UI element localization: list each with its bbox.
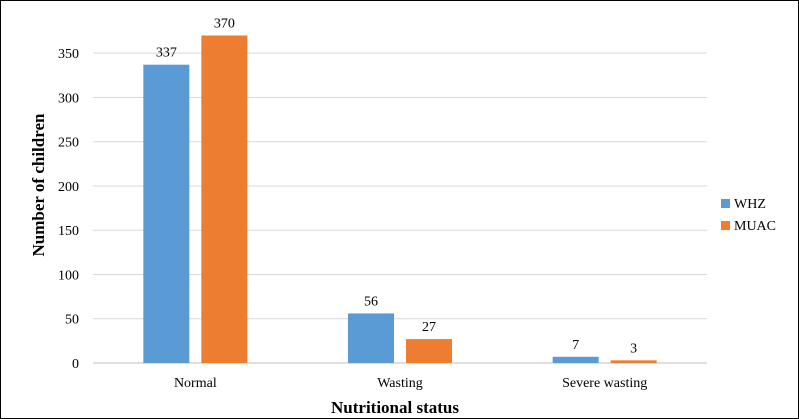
data-label: 337 <box>156 46 177 61</box>
bar-muac-wasting <box>406 339 452 363</box>
gridlines <box>93 52 707 364</box>
y-tick-label: 250 <box>58 136 79 151</box>
bar-whz-normal <box>143 64 190 364</box>
x-tick-label: Severe wasting <box>562 376 647 391</box>
data-label: 3 <box>630 341 637 356</box>
y-tick-label: 200 <box>58 180 79 195</box>
bar-muac-normal <box>201 35 248 363</box>
y-axis-ticks: 0 50 100 150 200 250 300 350 <box>58 47 79 372</box>
x-tick-label: Normal <box>174 376 217 391</box>
data-label: 7 <box>572 338 579 353</box>
y-tick-label: 50 <box>65 313 79 328</box>
data-label: 27 <box>422 320 436 335</box>
bar-whz-wasting <box>348 313 394 363</box>
legend-label-muac: MUAC <box>734 219 776 234</box>
x-axis-title: Nutritional status <box>331 398 459 417</box>
y-tick-label: 350 <box>58 47 79 62</box>
x-axis-categories: Normal Wasting Severe wasting <box>174 376 647 391</box>
y-tick-label: 150 <box>58 224 79 239</box>
legend-label-whz: WHZ <box>734 197 766 212</box>
bars <box>143 35 657 364</box>
x-tick-label: Wasting <box>377 376 423 391</box>
data-label: 56 <box>364 294 378 309</box>
y-axis-title: Number of children <box>29 113 48 256</box>
legend-swatch-whz <box>721 199 730 208</box>
data-label: 370 <box>214 16 235 31</box>
bar-muac-severe-wasting <box>610 360 657 363</box>
y-tick-label: 0 <box>72 357 79 372</box>
data-labels: 337 370 56 27 7 3 <box>156 16 637 356</box>
legend: WHZ MUAC <box>721 197 776 234</box>
y-tick-label: 100 <box>58 268 79 283</box>
legend-swatch-muac <box>721 221 730 230</box>
bar-whz-severe-wasting <box>552 356 599 363</box>
y-tick-label: 300 <box>58 91 79 106</box>
